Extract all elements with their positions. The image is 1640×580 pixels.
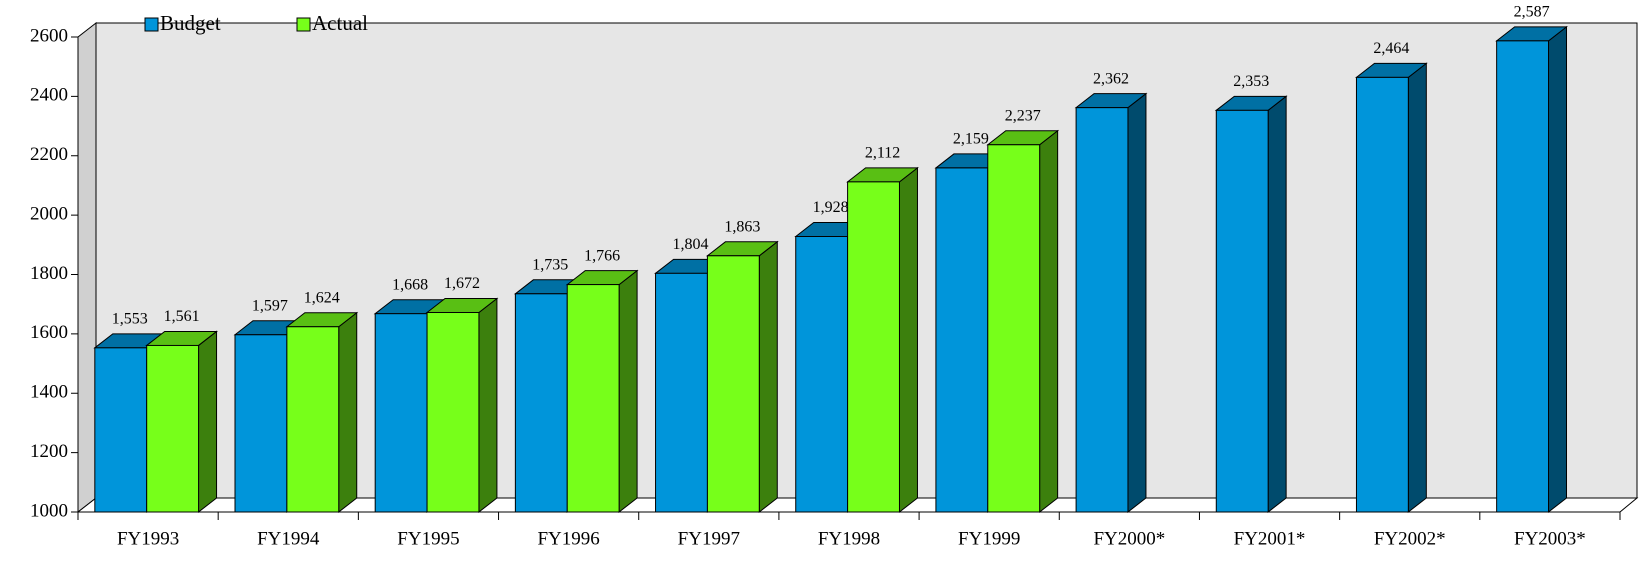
- y-tick-label: 1200: [30, 441, 68, 462]
- bar-front: [655, 272, 708, 513]
- bar-front: [426, 312, 480, 513]
- bar-side: [758, 240, 778, 514]
- bar: [285, 311, 359, 514]
- x-tick-label: FY1994: [257, 528, 320, 549]
- x-tick-label: FY1995: [397, 528, 459, 549]
- value-label: 1,624: [304, 289, 340, 306]
- value-label: 1,668: [392, 276, 428, 293]
- value-label: 1,597: [252, 297, 288, 314]
- x-tick-label: FY1999: [958, 528, 1020, 549]
- bar: [986, 129, 1060, 514]
- bar: [1355, 62, 1428, 514]
- bar-side: [338, 311, 358, 514]
- bar: [1214, 95, 1288, 514]
- value-label: 2,159: [953, 131, 989, 148]
- x-tick-label: FY1993: [117, 528, 179, 549]
- legend-label: Actual: [312, 11, 368, 35]
- bar-front: [94, 347, 148, 513]
- bar-front: [1496, 40, 1550, 513]
- x-tick-label: FY1997: [678, 528, 740, 549]
- bar-front: [566, 284, 620, 513]
- x-tick-label: FY1996: [537, 528, 599, 549]
- y-tick-label: 2200: [30, 144, 68, 165]
- bar-side: [1548, 25, 1568, 514]
- x-tick-label: FY2002*: [1374, 528, 1446, 549]
- bar-side: [1267, 95, 1287, 514]
- bar-front: [1215, 109, 1269, 513]
- legend-label: Budget: [160, 11, 221, 35]
- bar-side: [1407, 62, 1427, 514]
- bar-front: [847, 181, 900, 513]
- bar-side: [1039, 129, 1059, 514]
- bar-front: [234, 334, 288, 513]
- value-label: 1,735: [532, 256, 568, 273]
- bar: [145, 330, 219, 514]
- bar-front: [1075, 107, 1129, 513]
- value-label: 1,553: [112, 311, 148, 328]
- value-label: 2,237: [1005, 107, 1041, 124]
- bar-front: [374, 313, 428, 513]
- bar-front: [514, 293, 568, 513]
- y-tick-label: 2000: [30, 203, 68, 224]
- bar: [705, 240, 779, 514]
- y-tick-label: 2600: [30, 25, 68, 46]
- bar-front: [706, 255, 760, 513]
- bar-side: [618, 269, 638, 514]
- bar-side: [198, 330, 218, 514]
- value-label: 1,766: [584, 247, 620, 264]
- legend-swatch: [144, 17, 159, 32]
- value-label: 2,464: [1373, 40, 1409, 57]
- bar-side: [478, 297, 498, 514]
- value-label: 1,863: [724, 218, 760, 235]
- value-label: 2,353: [1233, 73, 1269, 90]
- y-tick-label: 1800: [30, 263, 68, 284]
- y-tick-label: 1000: [30, 500, 68, 521]
- bar: [425, 297, 499, 514]
- bar-front: [987, 144, 1041, 513]
- value-label: 2,362: [1093, 70, 1129, 87]
- legend-swatch: [296, 17, 311, 32]
- bar-front: [146, 344, 200, 513]
- bar: [846, 166, 919, 514]
- y-tick-label: 2400: [30, 85, 68, 106]
- value-label: 1,561: [164, 308, 200, 325]
- value-label: 2,112: [865, 145, 900, 162]
- value-label: 1,672: [444, 275, 480, 292]
- bar: [1495, 25, 1568, 514]
- x-tick-label: FY1998: [818, 528, 880, 549]
- value-label: 1,928: [813, 199, 849, 216]
- bar-front: [286, 326, 340, 513]
- bar-front: [795, 236, 849, 513]
- x-tick-label: FY2001*: [1234, 528, 1306, 549]
- bar-side: [1127, 92, 1147, 514]
- bar: [565, 269, 639, 514]
- x-tick-label: FY2003*: [1514, 528, 1586, 549]
- bar: [1074, 92, 1148, 514]
- value-label: 1,804: [672, 236, 708, 253]
- value-label: 2,587: [1514, 4, 1550, 21]
- bar-front: [935, 167, 989, 513]
- left-wall: [77, 21, 97, 514]
- x-tick-label: FY2000*: [1093, 528, 1165, 549]
- y-tick-label: 1400: [30, 382, 68, 403]
- bar-side: [898, 166, 918, 514]
- bar-front: [1355, 76, 1409, 513]
- y-tick-label: 1600: [30, 322, 68, 343]
